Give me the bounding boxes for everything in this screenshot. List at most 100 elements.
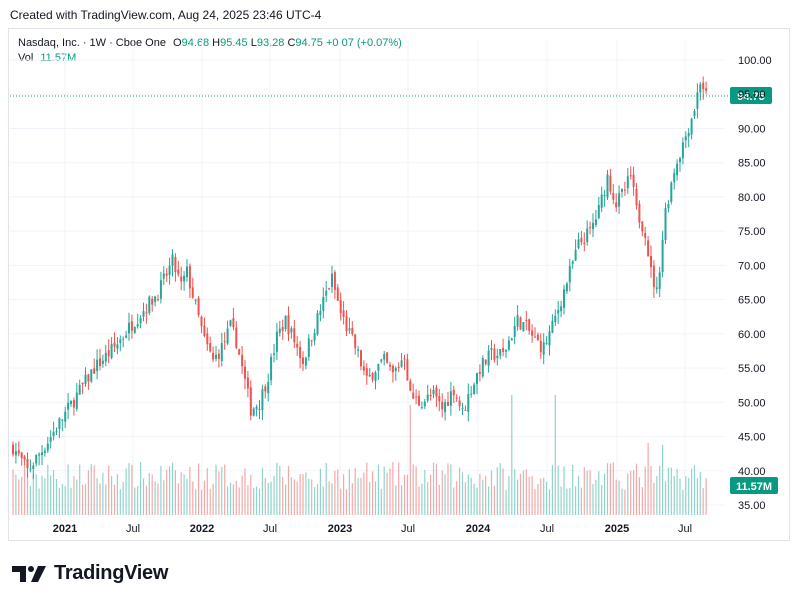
volume-bar bbox=[519, 473, 522, 515]
candle-body bbox=[333, 272, 336, 290]
volume-bar bbox=[679, 478, 681, 515]
y-tick-label: 45.00 bbox=[738, 432, 766, 444]
volume-bar bbox=[696, 478, 698, 515]
candle-body bbox=[229, 320, 232, 326]
candle-body bbox=[209, 343, 212, 352]
volume-bar bbox=[493, 485, 495, 515]
candle-body bbox=[238, 349, 241, 355]
volume-bar bbox=[87, 470, 89, 515]
volume-bar bbox=[93, 465, 95, 515]
volume-bar bbox=[667, 467, 669, 515]
candle-body bbox=[481, 358, 484, 377]
candle-body bbox=[162, 273, 165, 279]
candle-body bbox=[252, 408, 255, 416]
volume-bar bbox=[693, 465, 696, 515]
candle-body bbox=[38, 454, 41, 456]
candle-body bbox=[351, 327, 354, 335]
volume-bar bbox=[73, 476, 75, 515]
volume-bar bbox=[122, 481, 124, 515]
volume-bar bbox=[299, 474, 301, 515]
candle-body bbox=[705, 88, 708, 91]
candle-body bbox=[389, 364, 391, 367]
candle-body bbox=[525, 319, 528, 321]
volume-bar bbox=[331, 483, 333, 515]
volume-bar bbox=[354, 468, 356, 515]
volume-bar bbox=[534, 488, 536, 515]
volume-bar bbox=[685, 476, 687, 515]
candle-body bbox=[116, 344, 119, 349]
candle-body bbox=[101, 360, 104, 364]
x-tick-label: 2024 bbox=[466, 523, 491, 535]
candle-body bbox=[168, 265, 171, 275]
volume-bar bbox=[432, 462, 435, 515]
volume-bar bbox=[319, 468, 321, 515]
volume-bar bbox=[514, 469, 516, 515]
high-label: H bbox=[212, 37, 221, 49]
volume-bar bbox=[372, 471, 374, 515]
candle-body bbox=[487, 350, 490, 366]
volume-bar bbox=[177, 483, 179, 515]
candle-body bbox=[522, 322, 525, 332]
volume-bar bbox=[224, 464, 226, 515]
candle-body bbox=[281, 326, 284, 331]
volume-bar bbox=[389, 468, 391, 515]
volume-bar bbox=[575, 486, 577, 515]
candle-body bbox=[270, 356, 273, 381]
volume-bar bbox=[96, 478, 98, 515]
close-value: 94.75 bbox=[295, 37, 323, 49]
volume-bar bbox=[26, 464, 29, 515]
candle-body bbox=[510, 338, 513, 341]
volume-bar bbox=[682, 489, 684, 515]
candle-body bbox=[41, 452, 43, 456]
volume-bar bbox=[276, 462, 278, 515]
symbol-label[interactable]: Nasdaq, Inc. · 1W · Cboe One bbox=[18, 37, 166, 49]
candle-body bbox=[336, 287, 339, 301]
candle-body bbox=[287, 315, 290, 335]
candle-body bbox=[693, 111, 696, 117]
candle-body bbox=[307, 338, 310, 357]
y-tick-label: 75.00 bbox=[738, 226, 766, 238]
candle-body bbox=[684, 136, 687, 141]
high-value: 95.45 bbox=[220, 37, 248, 49]
candle-body bbox=[548, 331, 551, 346]
candle-body bbox=[316, 313, 319, 335]
volume-bar bbox=[476, 487, 478, 515]
y-tick-label: 95.00 bbox=[738, 89, 766, 101]
last-volume-badge bbox=[730, 477, 778, 494]
volume-bar bbox=[392, 462, 394, 515]
volume-bar bbox=[496, 467, 498, 515]
volume-bar bbox=[296, 481, 298, 515]
volume-bar bbox=[450, 464, 452, 515]
candle-body bbox=[470, 393, 473, 395]
tradingview-logo[interactable]: TradingView bbox=[12, 562, 168, 585]
created-line: Created with TradingView.com, Aug 24, 20… bbox=[10, 8, 322, 22]
candle-body bbox=[61, 419, 64, 421]
candle-body bbox=[278, 328, 281, 333]
candle-body bbox=[217, 353, 220, 359]
candle-body bbox=[563, 289, 565, 308]
candle-body bbox=[246, 377, 249, 389]
candle-body bbox=[661, 239, 664, 273]
candle-body bbox=[441, 401, 444, 410]
candle-body bbox=[594, 219, 597, 225]
x-tick-label: 2023 bbox=[328, 523, 352, 535]
candle-body bbox=[505, 349, 507, 352]
candle-body bbox=[226, 328, 229, 344]
volume-bar bbox=[461, 472, 464, 515]
volume-bar bbox=[151, 474, 153, 515]
volume-bar bbox=[140, 462, 142, 515]
candle-body bbox=[215, 354, 217, 359]
volume-bar bbox=[134, 487, 136, 515]
candle-body bbox=[618, 193, 621, 207]
candle-body bbox=[655, 287, 658, 290]
candle-body bbox=[325, 290, 328, 296]
volume-bar bbox=[116, 474, 118, 515]
volume-bar bbox=[531, 475, 533, 515]
candle-body bbox=[142, 311, 145, 317]
volume-bar bbox=[502, 468, 504, 515]
volume-bar bbox=[154, 481, 156, 515]
overlays: 94.75 11.57M bbox=[10, 86, 778, 494]
volume-bar bbox=[369, 481, 371, 515]
volume-bar bbox=[580, 487, 582, 515]
